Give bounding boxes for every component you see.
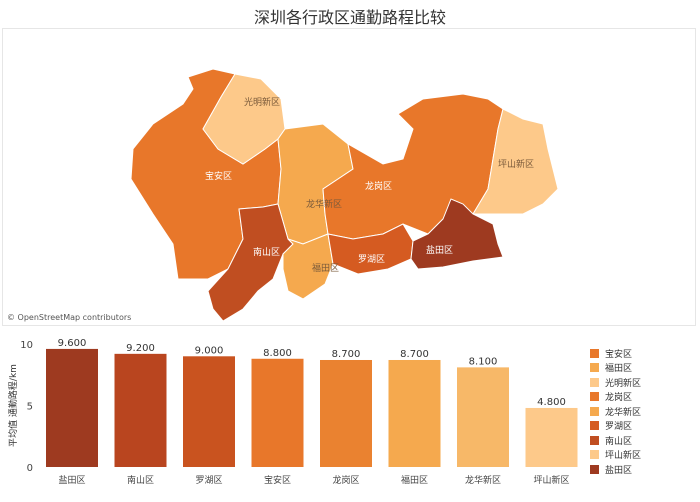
y-tick-label: 5 (27, 402, 33, 413)
map-label-longhua: 龙华新区 (306, 198, 342, 210)
legend-swatch (590, 406, 599, 416)
bar[interactable] (46, 348, 98, 467)
map-label-futian: 福田区 (312, 262, 339, 274)
map-region-pingshan[interactable] (472, 108, 559, 215)
map-label-longgang: 龙岗区 (365, 180, 392, 192)
bar-value-label: 8.700 (332, 349, 361, 360)
legend-label: 光明新区 (605, 378, 642, 389)
bar-value-label: 9.000 (195, 345, 224, 356)
y-tick-label: 10 (20, 340, 33, 351)
x-tick-label: 坪山新区 (533, 474, 569, 486)
legend-label: 盐田区 (605, 465, 633, 476)
bar-value-label: 8.100 (469, 356, 498, 367)
legend-swatch (590, 421, 599, 431)
map-region-yantian[interactable] (410, 198, 504, 270)
legend-swatch (590, 377, 599, 387)
x-tick-label: 宝安区 (264, 474, 291, 486)
chart-title: 深圳各行政区通勤路程比较 (253, 8, 446, 27)
legend-swatch (590, 435, 599, 445)
x-tick-label: 龙岗区 (332, 474, 359, 486)
bar[interactable] (457, 367, 509, 467)
x-tick-label: 福田区 (401, 474, 428, 486)
legend-item[interactable]: 宝安区 (590, 346, 690, 361)
map-attribution: © OpenStreetMap contributors (7, 313, 132, 322)
legend-label: 宝安区 (605, 349, 633, 360)
bar[interactable] (388, 359, 441, 467)
legend-label: 福田区 (605, 364, 633, 375)
bar[interactable] (525, 407, 578, 467)
legend-label: 龙华新区 (605, 407, 642, 418)
legend-item[interactable]: 龙华新区 (590, 404, 690, 419)
bar[interactable] (183, 356, 235, 467)
legend-label: 南山区 (605, 436, 633, 447)
bar-value-label: 9.600 (58, 338, 87, 349)
legend-item[interactable]: 光明新区 (590, 375, 690, 390)
bar[interactable] (114, 353, 167, 467)
map-label-yantian: 盐田区 (426, 244, 453, 256)
legend-item[interactable]: 坪山新区 (590, 448, 690, 463)
legend-item[interactable]: 南山区 (590, 433, 690, 448)
legend-item[interactable]: 福田区 (590, 361, 690, 376)
map-panel[interactable]: 光明新区 宝安区 坪山新区 龙岗区 龙华新区 南山区 罗湖区 盐田区 福田区 ©… (2, 28, 696, 326)
y-axis-title: 平均值 通勤路程/km (7, 364, 19, 447)
map-label-luohu: 罗湖区 (358, 254, 385, 265)
map-region-nanshan[interactable] (207, 203, 294, 322)
legend-label: 龙岗区 (605, 393, 633, 404)
x-tick-label: 南山区 (127, 474, 154, 486)
y-tick-label: 0 (27, 463, 33, 474)
map-region-futian[interactable] (282, 233, 334, 300)
x-tick-label: 龙华新区 (465, 474, 501, 486)
shenzhen-map: 光明新区 宝安区 坪山新区 龙岗区 龙华新区 南山区 罗湖区 盐田区 福田区 (130, 68, 559, 322)
x-tick-label: 盐田区 (58, 474, 85, 486)
bar-chart: 平均值 通勤路程/km 0 5 10 9.600 盐田区 9.200 南山区 9.000 罗湖区 8… (7, 338, 578, 486)
legend-item[interactable]: 龙岗区 (590, 390, 690, 405)
map-label-pingshan: 坪山新区 (498, 158, 534, 170)
legend-label: 坪山新区 (605, 451, 642, 462)
legend-swatch (590, 392, 599, 402)
bar-value-label: 4.800 (537, 397, 566, 408)
legend: 宝安区福田区光明新区龙岗区龙华新区罗湖区南山区坪山新区盐田区 (590, 346, 690, 477)
map-label-nanshan: 南山区 (253, 246, 280, 258)
legend-label: 罗湖区 (605, 422, 633, 433)
x-tick-label: 罗湖区 (195, 475, 222, 486)
bar-value-label: 9.200 (126, 343, 155, 354)
map-label-baoan: 宝安区 (205, 170, 232, 182)
bar-value-label: 8.800 (263, 348, 292, 359)
legend-swatch (590, 464, 599, 474)
legend-item[interactable]: 罗湖区 (590, 419, 690, 434)
bar[interactable] (320, 359, 372, 467)
legend-item[interactable]: 盐田区 (590, 462, 690, 477)
legend-swatch (590, 450, 599, 460)
legend-swatch (590, 348, 599, 358)
legend-swatch (590, 363, 599, 373)
bar[interactable] (251, 358, 304, 467)
bar-value-label: 8.700 (400, 349, 429, 360)
map-label-guangming: 光明新区 (244, 96, 280, 108)
